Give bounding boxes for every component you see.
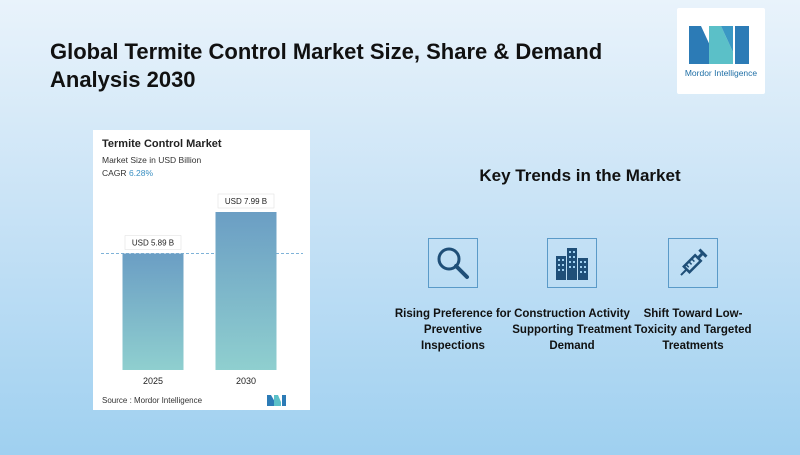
bar-2025: [122, 253, 184, 370]
category-label: 2030: [236, 376, 256, 386]
logo-text: Mordor Intelligence: [684, 68, 758, 78]
data-label-box: [217, 193, 275, 209]
data-label: USD 5.89 B: [132, 239, 174, 248]
mordor-small-logo-icon: [267, 395, 286, 406]
mordor-logo-icon: [689, 26, 749, 64]
magnifier-icon: [428, 238, 478, 288]
key-trends-heading: Key Trends in the Market: [479, 166, 681, 185]
trend-label: Shift Toward Low-Toxicity and Targeted T…: [634, 308, 752, 352]
brand-logo: Mordor Intelligence: [677, 8, 765, 94]
bar-chart: USD 5.89 B 2025 USD 7.99 B 2030: [101, 193, 303, 386]
category-label: 2025: [143, 376, 163, 386]
chart-title: Termite Control Market: [102, 138, 222, 150]
page-title: Global Termite Control Market Size, Shar…: [50, 39, 603, 92]
bar-2030: [215, 212, 277, 370]
cagr-label: CAGR: [102, 168, 127, 178]
cagr-value: 6.28%: [128, 168, 154, 178]
trend-label: Rising Preference for Preventive Inspect…: [394, 308, 512, 352]
chart-subtitle: Market Size in USD Billion: [102, 155, 202, 165]
syringe-icon: [668, 238, 718, 288]
buildings-icon: [547, 238, 597, 288]
data-label: USD 7.99 B: [225, 197, 267, 206]
chart-cagr: CAGR 6.28%: [102, 168, 153, 178]
data-label-box: [124, 235, 182, 250]
trend-label: Construction Activity Supporting Treatme…: [512, 308, 632, 352]
chart-source: Source : Mordor Intelligence: [102, 396, 203, 405]
chart-card: USD 5.89 B 2025 USD 7.99 B 2030 Termite Con…: [93, 130, 310, 410]
